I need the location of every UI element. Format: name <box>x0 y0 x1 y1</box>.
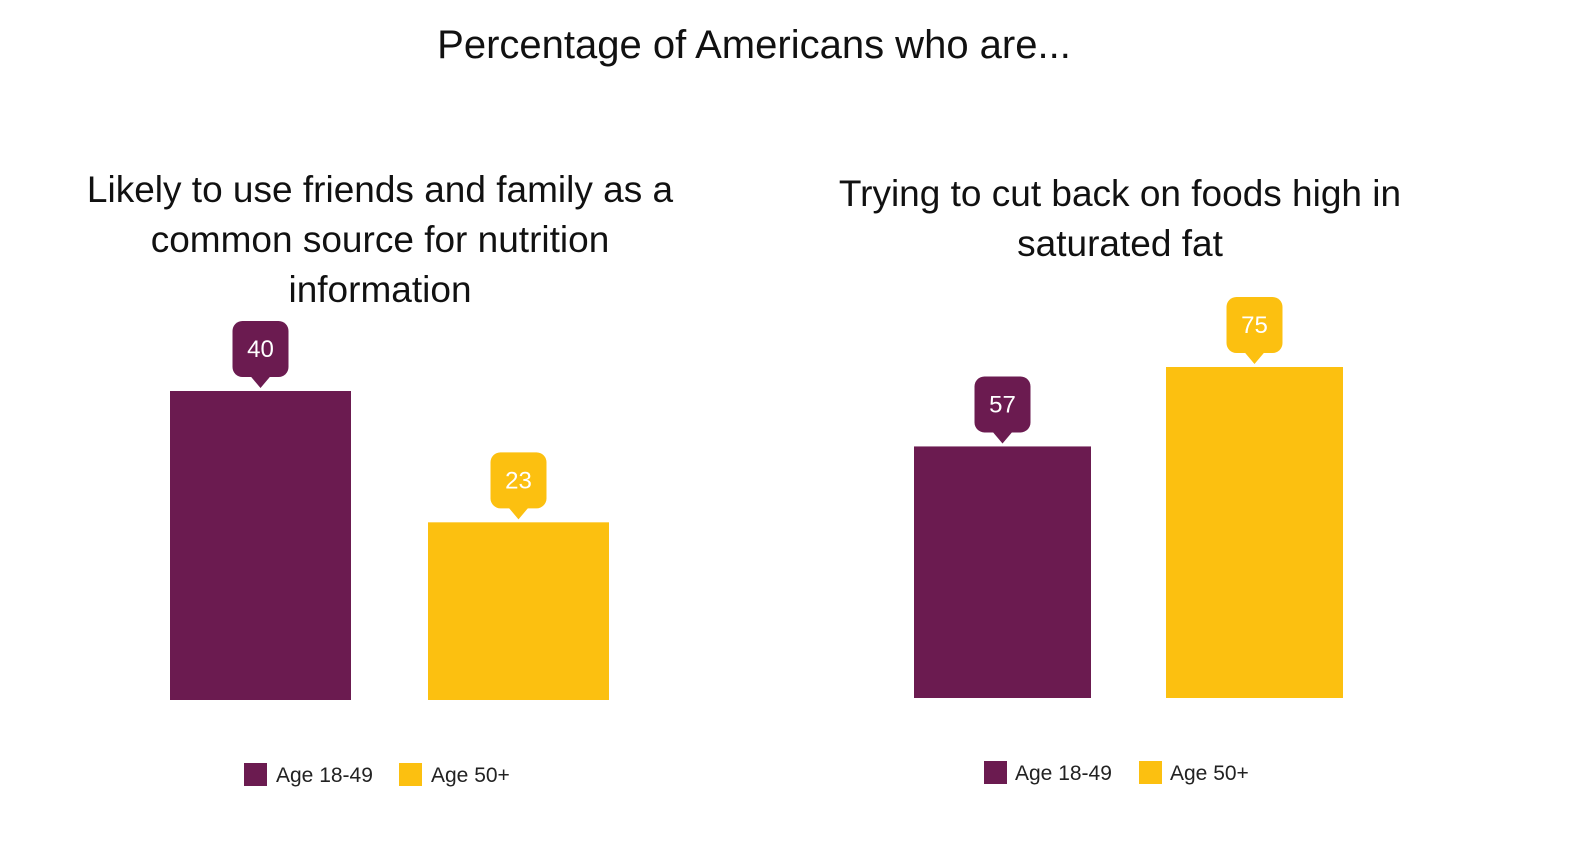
chart-panel-2: Trying to cut back on foods high in satur… <box>839 173 1401 785</box>
chart-panels: Likely to use friends and family as a com… <box>87 169 1401 787</box>
legend-swatch <box>1139 761 1162 784</box>
value-callout-box <box>1226 297 1283 353</box>
value-callout: 75 <box>1226 297 1283 364</box>
value-callout-pointer <box>1243 351 1266 364</box>
data-label: 23 <box>505 467 532 494</box>
chart-title-line: common source for nutrition <box>151 219 610 260</box>
chart-title-line: saturated fat <box>1017 223 1223 264</box>
bar-age-18-49 <box>914 446 1091 698</box>
legend-label: Age 50+ <box>1170 762 1249 785</box>
value-callout-box <box>974 376 1031 433</box>
value-callout-pointer <box>991 430 1014 444</box>
legend-item: Age 50+ <box>1139 761 1249 785</box>
legend-label: Age 50+ <box>431 764 510 787</box>
value-callout: 40 <box>232 321 289 388</box>
legend-item: Age 18-49 <box>984 761 1112 785</box>
legend-swatch <box>399 763 422 786</box>
value-callout-box <box>232 321 289 377</box>
bar-age-50- <box>428 522 609 700</box>
chart-title-line: Trying to cut back on foods high in <box>839 173 1401 214</box>
value-callout-pointer <box>249 375 272 388</box>
value-callout: 23 <box>490 452 547 520</box>
data-label: 57 <box>989 391 1016 418</box>
legend-swatch <box>984 761 1007 784</box>
value-callout-box <box>490 452 547 509</box>
chart-panel-1: Likely to use friends and family as a com… <box>87 169 674 787</box>
chart-title-line: Likely to use friends and family as a <box>87 169 674 210</box>
data-label: 75 <box>1241 312 1268 339</box>
page-title: Percentage of Americans who are... <box>437 23 1071 67</box>
value-callout-pointer <box>507 506 530 520</box>
legend-swatch <box>244 763 267 786</box>
legend-item: Age 18-49 <box>244 763 373 787</box>
data-label: 40 <box>247 336 274 363</box>
legend-item: Age 50+ <box>399 763 510 787</box>
value-callout: 57 <box>974 376 1031 444</box>
chart-title-line: information <box>288 269 471 310</box>
bar-age-50- <box>1166 367 1343 698</box>
legend-label: Age 18-49 <box>276 764 373 787</box>
legend-label: Age 18-49 <box>1015 762 1112 785</box>
bar-age-18-49 <box>170 391 351 700</box>
